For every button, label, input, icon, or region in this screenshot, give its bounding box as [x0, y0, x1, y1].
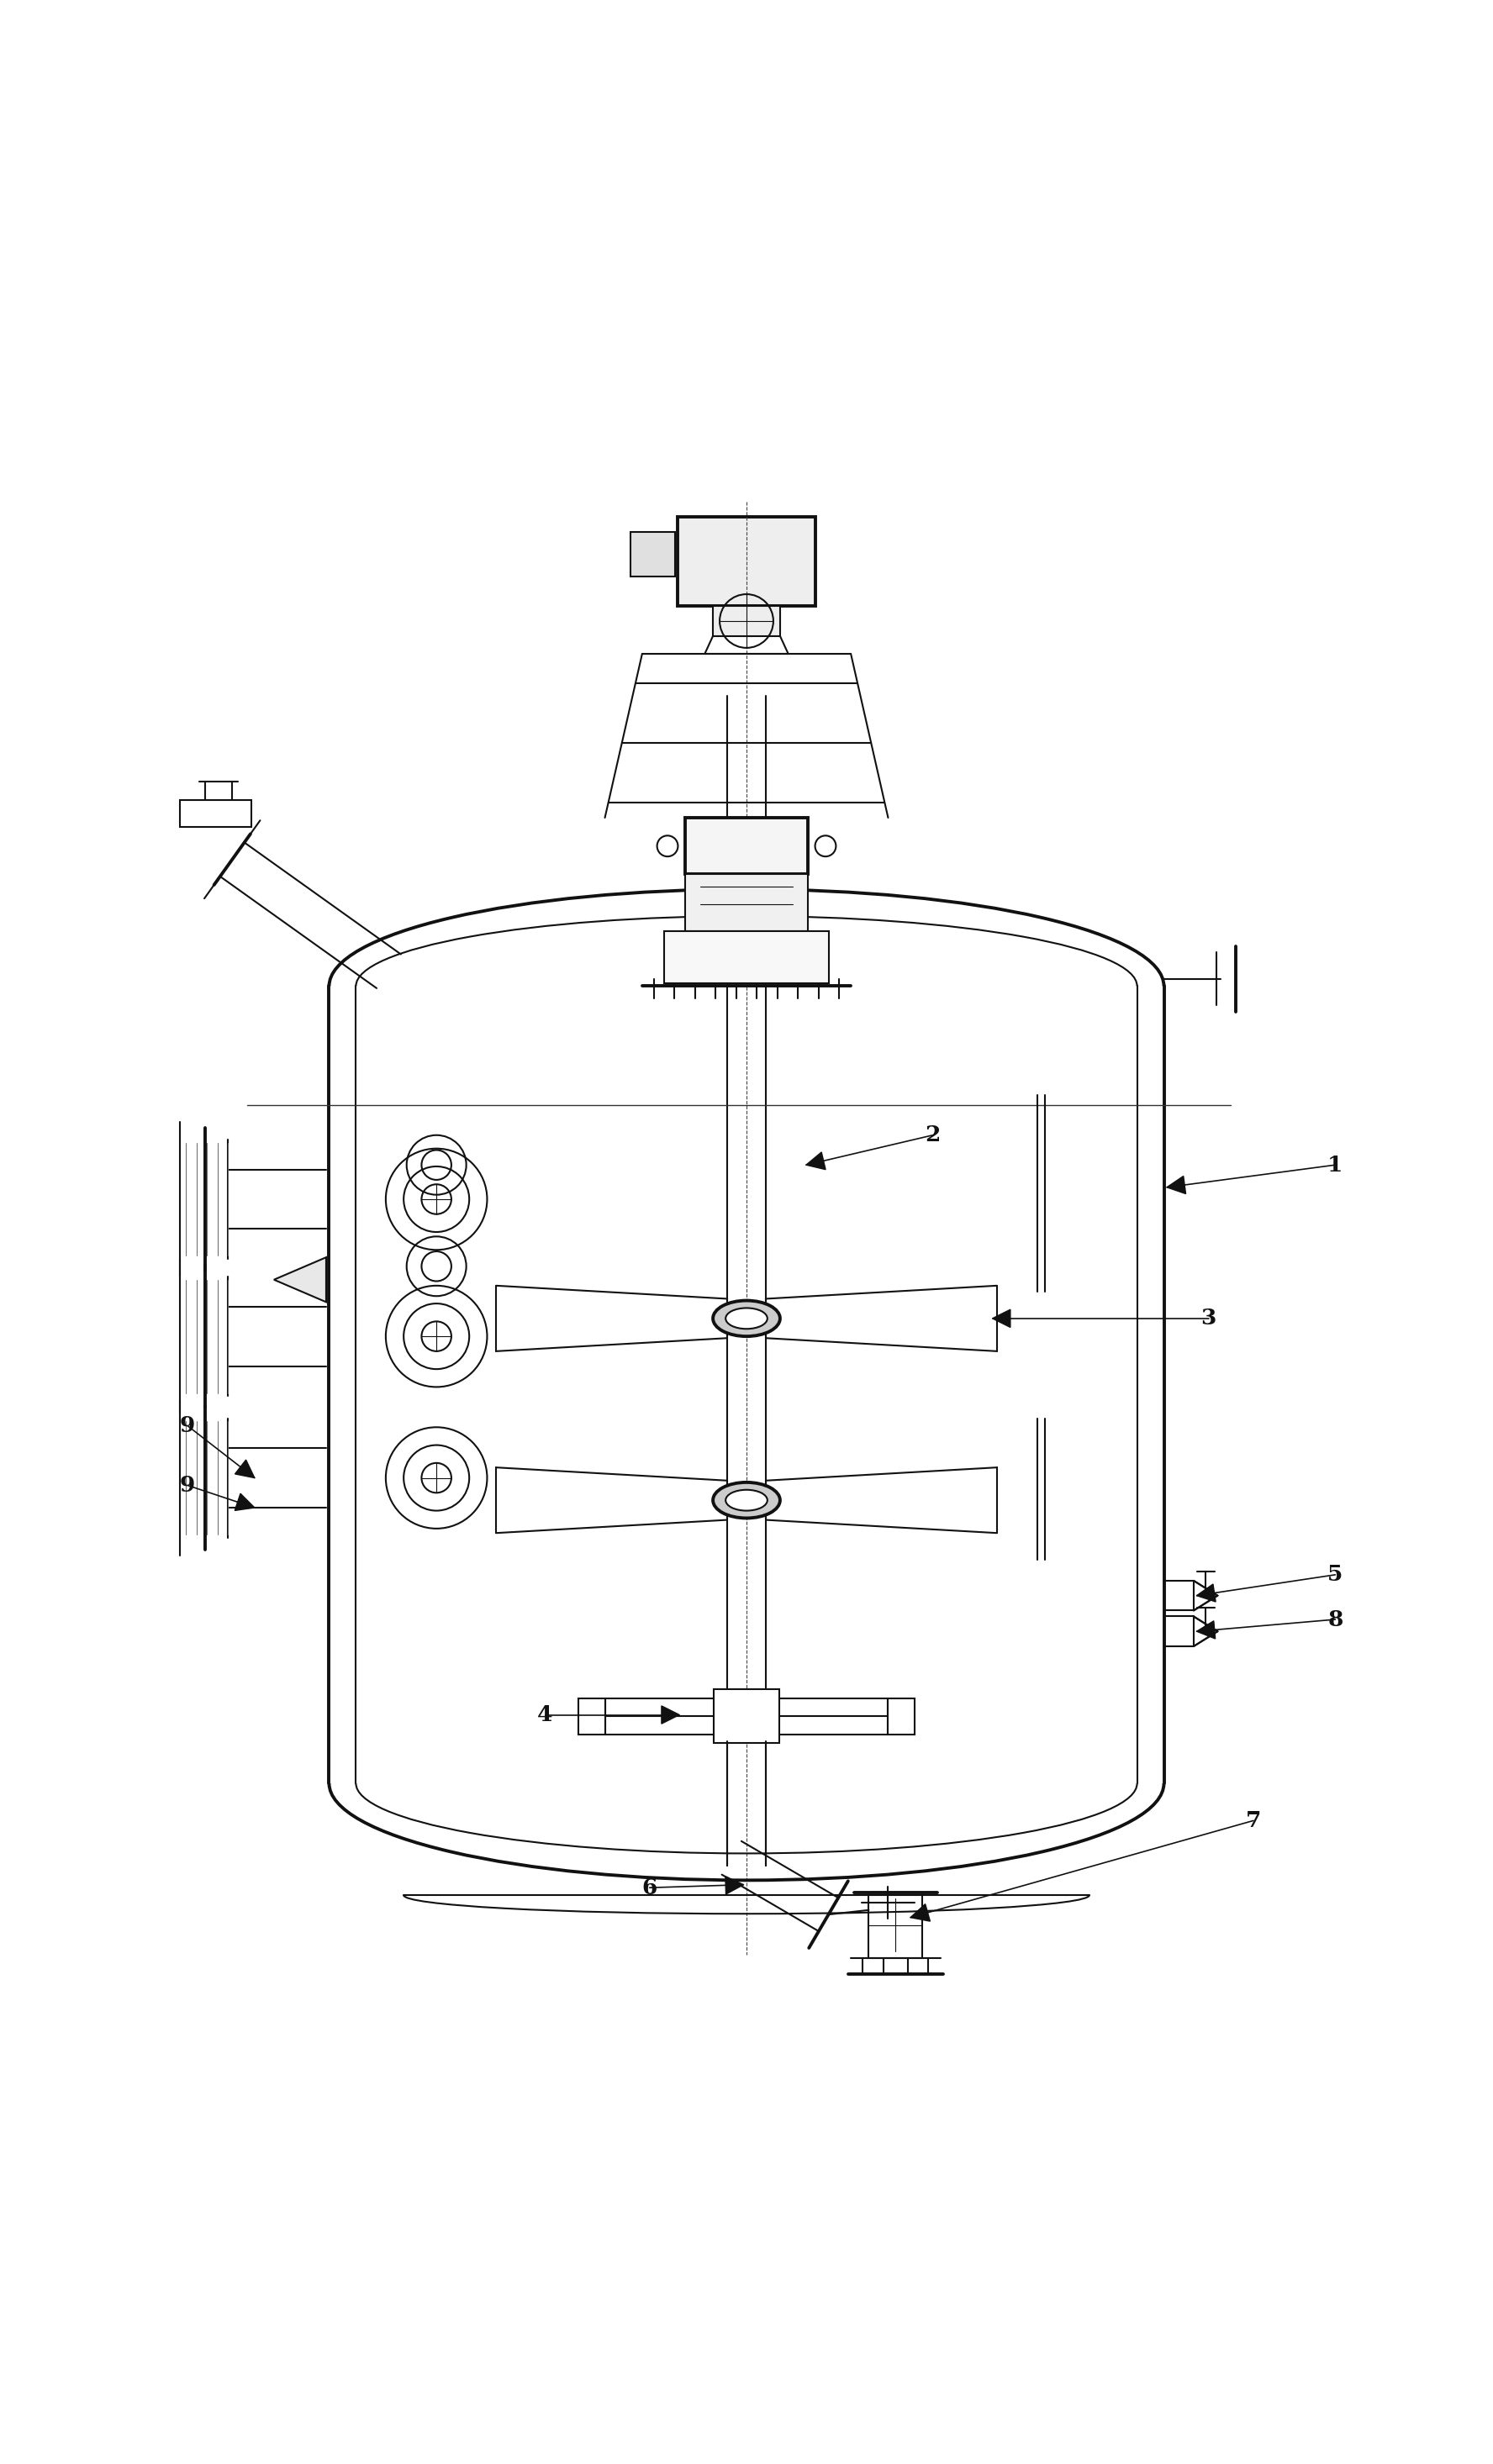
Bar [888, 1698, 915, 1735]
Polygon shape [806, 1153, 826, 1170]
Bar [714, 606, 779, 636]
Text: 8: 8 [1327, 1609, 1344, 1631]
Polygon shape [273, 1257, 325, 1301]
Text: 9: 9 [179, 1414, 196, 1437]
Polygon shape [726, 1875, 744, 1895]
Polygon shape [993, 1308, 1011, 1328]
Bar [578, 1698, 605, 1735]
Text: 1: 1 [1327, 1156, 1344, 1175]
Text: 4: 4 [537, 1705, 552, 1725]
Bar [685, 818, 808, 875]
Bar [869, 1892, 923, 1959]
Polygon shape [234, 1459, 255, 1478]
Text: 9: 9 [179, 1476, 196, 1496]
Bar [678, 517, 815, 606]
Ellipse shape [714, 1301, 779, 1335]
Polygon shape [234, 1493, 255, 1510]
Bar [685, 875, 808, 931]
Polygon shape [911, 1905, 930, 1922]
Text: 3: 3 [1200, 1308, 1217, 1328]
Text: 7: 7 [1245, 1811, 1262, 1831]
Ellipse shape [714, 1483, 779, 1518]
Bar [630, 532, 675, 577]
Text: 2: 2 [926, 1124, 941, 1146]
Polygon shape [1168, 1175, 1185, 1193]
Polygon shape [1197, 1584, 1215, 1602]
Bar [664, 931, 829, 983]
Text: 6: 6 [642, 1878, 657, 1897]
Bar [181, 801, 252, 825]
Ellipse shape [726, 1308, 767, 1328]
Polygon shape [1197, 1621, 1215, 1639]
Ellipse shape [726, 1491, 767, 1510]
Text: 5: 5 [1327, 1565, 1344, 1584]
Bar [714, 1690, 779, 1742]
Polygon shape [661, 1705, 679, 1725]
Polygon shape [273, 1257, 325, 1301]
